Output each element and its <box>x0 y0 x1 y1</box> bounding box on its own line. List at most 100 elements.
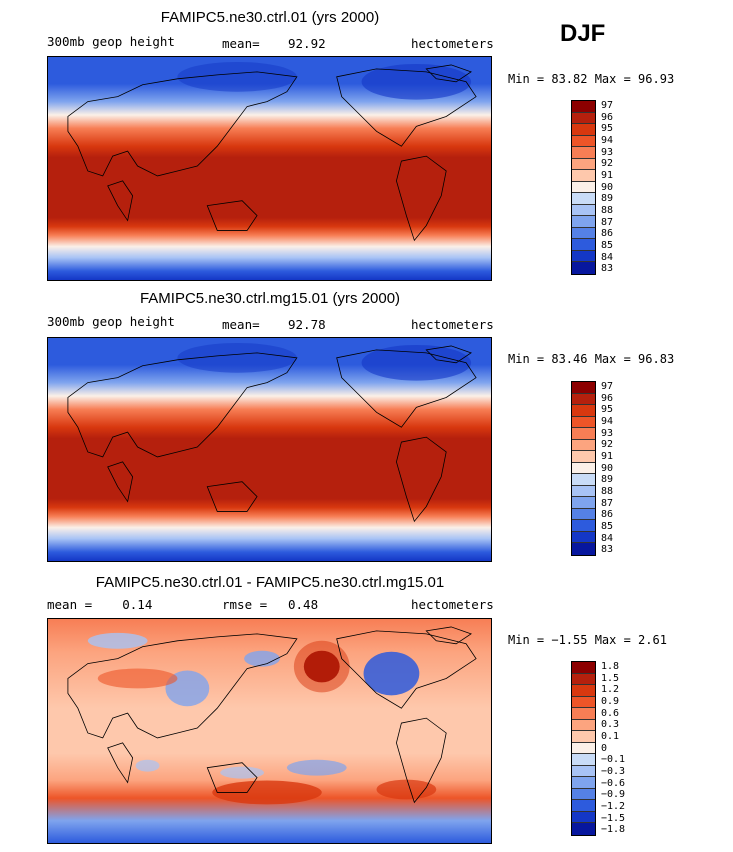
colorbar-label: 93 <box>601 146 614 158</box>
panel-3-units: hectometers <box>411 597 494 612</box>
panel-2-min-max: Min = 83.46 Max = 96.83 <box>508 352 675 366</box>
panel-3-mean-label: mean = 0.14 <box>47 597 153 612</box>
panel-1-colorbar <box>571 100 596 275</box>
colorbar-label: −0.9 <box>601 789 626 801</box>
colorbar-label: 85 <box>601 520 614 532</box>
colorbar-label: 92 <box>601 158 614 170</box>
panel-3-rmse-value: 0.48 <box>288 597 319 612</box>
colorbar-swatch <box>572 531 595 544</box>
colorbar-label: −1.5 <box>601 812 626 824</box>
panel-2-mean-label: mean= <box>222 317 260 332</box>
colorbar-label: 91 <box>601 169 614 181</box>
colorbar-swatch <box>572 823 595 835</box>
colorbar-swatch <box>572 428 595 440</box>
colorbar-swatch <box>572 765 595 778</box>
colorbar-label: 83 <box>601 263 614 275</box>
colorbar-label: 97 <box>601 99 614 111</box>
panel-1-mean-value: 92.92 <box>288 36 326 51</box>
panel-2-title: FAMIPC5.ne30.ctrl.mg15.01 (yrs 2000) <box>139 290 401 307</box>
colorbar-swatch <box>572 193 595 205</box>
colorbar-swatch <box>572 731 595 743</box>
colorbar-swatch <box>572 485 595 498</box>
panel-1-variable-label: 300mb geop height <box>47 34 175 49</box>
colorbar-swatch <box>572 382 595 394</box>
colorbar-swatch <box>572 439 595 452</box>
colorbar-label: 92 <box>601 439 614 451</box>
colorbar-label: 96 <box>601 111 614 123</box>
panel-3-title: FAMIPC5.ne30.ctrl.01 - FAMIPC5.ne30.ctrl… <box>95 574 445 591</box>
colorbar-label: 89 <box>601 193 614 205</box>
colorbar-label: 93 <box>601 427 614 439</box>
colorbar-swatch <box>572 393 595 406</box>
colorbar-label: −1.8 <box>601 824 626 836</box>
panel-2-mean-value: 92.78 <box>288 317 326 332</box>
panel-3-rmse-label: rmse = <box>222 597 268 612</box>
colorbar-label: 1.8 <box>601 660 620 672</box>
colorbar-swatch <box>572 800 595 812</box>
colorbar-swatch <box>572 416 595 429</box>
colorbar-label: 91 <box>601 450 614 462</box>
colorbar-swatch <box>572 405 595 417</box>
colorbar-label: 1.5 <box>601 672 620 684</box>
panel-2-units: hectometers <box>411 317 494 332</box>
panel-1-min-max: Min = 83.82 Max = 96.93 <box>508 72 675 86</box>
colorbar-swatch <box>572 147 595 159</box>
colorbar-swatch <box>572 227 595 240</box>
colorbar-swatch <box>572 216 595 228</box>
season-label: DJF <box>560 20 606 47</box>
colorbar-label: 0.1 <box>601 730 620 742</box>
colorbar-swatch <box>572 543 595 555</box>
colorbar-label: 1.2 <box>601 684 620 696</box>
colorbar-swatch <box>572 181 595 194</box>
panel-2-colorbar <box>571 381 596 556</box>
colorbar-label: −0.3 <box>601 765 626 777</box>
colorbar-swatch <box>572 239 595 251</box>
colorbar-swatch <box>572 158 595 171</box>
colorbar-swatch <box>572 788 595 801</box>
colorbar-swatch <box>572 170 595 182</box>
colorbar-label: 87 <box>601 216 614 228</box>
colorbar-swatch <box>572 508 595 521</box>
colorbar-label: 0 <box>601 742 608 754</box>
colorbar-label: 0.6 <box>601 707 620 719</box>
colorbar-swatch <box>572 777 595 789</box>
panel-3-map <box>47 618 492 844</box>
colorbar-label: 83 <box>601 544 614 556</box>
panel-3-min-max: Min = −1.55 Max = 2.61 <box>508 633 667 647</box>
panel-1-title: FAMIPC5.ne30.ctrl.01 (yrs 2000) <box>160 9 380 26</box>
colorbar-label: 94 <box>601 134 614 146</box>
colorbar-label: 86 <box>601 509 614 521</box>
colorbar-label: 88 <box>601 485 614 497</box>
colorbar-swatch <box>572 685 595 697</box>
colorbar-swatch <box>572 754 595 766</box>
panel-2-map <box>47 337 492 562</box>
colorbar-swatch <box>572 462 595 475</box>
colorbar-label: −0.1 <box>601 754 626 766</box>
panel-1-mean-label: mean= <box>222 36 260 51</box>
colorbar-label: 96 <box>601 392 614 404</box>
colorbar-label: 85 <box>601 239 614 251</box>
colorbar-label: 84 <box>601 251 614 263</box>
colorbar-swatch <box>572 497 595 509</box>
colorbar-swatch <box>572 662 595 674</box>
colorbar-swatch <box>572 204 595 217</box>
panel-1-map <box>47 56 492 281</box>
colorbar-label: 89 <box>601 474 614 486</box>
colorbar-label: 97 <box>601 380 614 392</box>
colorbar-swatch <box>572 135 595 148</box>
panel-2-variable-label: 300mb geop height <box>47 314 175 329</box>
colorbar-swatch <box>572 124 595 136</box>
colorbar-label: 88 <box>601 204 614 216</box>
colorbar-label: 94 <box>601 415 614 427</box>
colorbar-label: 95 <box>601 123 614 135</box>
colorbar-swatch <box>572 112 595 125</box>
colorbar-swatch <box>572 708 595 720</box>
colorbar-label: 84 <box>601 532 614 544</box>
colorbar-swatch <box>572 474 595 486</box>
colorbar-swatch <box>572 811 595 824</box>
colorbar-label: −1.2 <box>601 800 626 812</box>
colorbar-label: 86 <box>601 228 614 240</box>
colorbar-label: 95 <box>601 404 614 416</box>
colorbar-swatch <box>572 520 595 532</box>
colorbar-swatch <box>572 101 595 113</box>
